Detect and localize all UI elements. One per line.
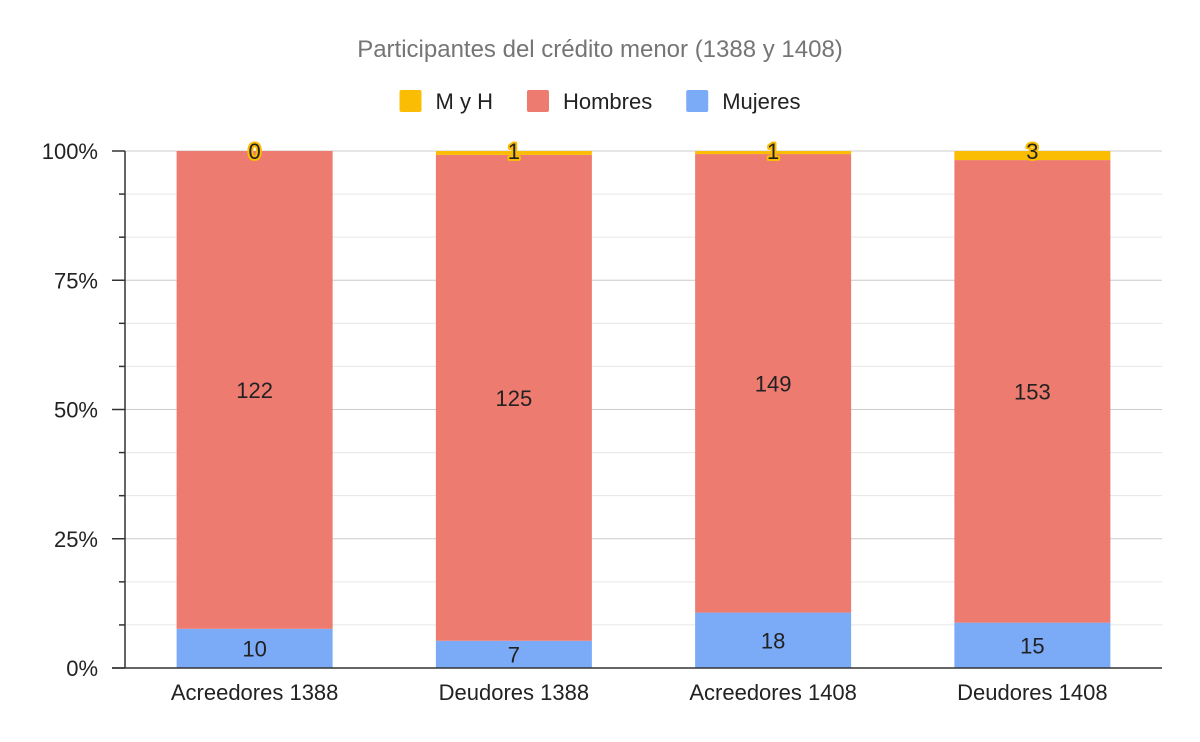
bar-segment-mujeres-acreedores-1388 [176,628,333,668]
legend-item-m-y-h: M y H [399,89,493,114]
legend-item-hombres: Hombres [526,89,652,114]
data-label-mujeres-deudores-1388: 7 [508,642,520,667]
x-tick-label-acreedores-1388: Acreedores 1388 [171,680,339,705]
bar-segment-mujeres-deudores-1408 [954,622,1111,668]
y-tick-label-0: 0% [66,656,98,681]
x-tick-label-deudores-1408: Deudores 1408 [957,680,1107,705]
bar-segment-m-y-h-acreedores-1408 [695,151,852,155]
axes: Acreedores 1388 Deudores 1388 Acreedores 1… [42,139,1162,705]
legend-label-hombres: Hombres [563,89,652,114]
bar-segment-m-y-h-deudores-1388 [435,151,592,155]
legend: M y H Hombres Mujeres [399,89,800,114]
legend-label-m-y-h: M y H [436,89,493,114]
legend-swatch-m-y-h [399,90,422,112]
data-label-mujeres-deudores-1408: 15 [1020,633,1044,658]
legend-label-mujeres: Mujeres [722,89,800,114]
bars [176,151,1111,668]
data-label-hombres-acreedores-1388: 122 [236,378,273,403]
data-label-mujeres-acreedores-1408: 18 [761,628,785,653]
chart-title: Participantes del crédito menor (1388 y … [357,36,843,63]
data-label-mujeres-acreedores-1388: 10 [242,636,266,661]
data-label-m-y-h-deudores-1408: 3 [1026,139,1038,164]
legend-item-mujeres: Mujeres [686,89,800,114]
x-tick-label-acreedores-1408: Acreedores 1408 [689,680,857,705]
y-tick-label-75: 75% [54,268,98,293]
y-tick-label-25: 25% [54,527,98,552]
data-label-hombres-deudores-1388: 125 [496,386,533,411]
data-label-hombres-acreedores-1408: 149 [755,371,792,396]
bar-segment-hombres-acreedores-1408 [695,154,852,613]
legend-swatch-mujeres [686,90,709,112]
bar-segment-mujeres-acreedores-1408 [695,612,852,668]
y-tick-label-100: 100% [42,139,98,164]
data-label-m-y-h-acreedores-1408: 1 [767,139,779,164]
data-label-hombres-deudores-1408: 153 [1014,379,1051,404]
bar-segment-m-y-h-deudores-1408 [954,151,1111,161]
legend-swatch-hombres [526,90,549,112]
data-label-m-y-h-acreedores-1388: 0 [249,139,261,164]
data-label-m-y-h-deudores-1388: 1 [508,139,520,164]
x-tick-label-deudores-1388: Deudores 1388 [439,680,589,705]
y-tick-label-50: 50% [54,398,98,423]
bar-segment-hombres-acreedores-1388 [176,151,333,629]
bar-segment-hombres-deudores-1408 [954,160,1111,623]
bar-segment-mujeres-deudores-1388 [435,640,592,668]
data-labels: 10 122 0 7 125 1 18 149 1 15 153 3 [236,137,1051,667]
bar-segment-hombres-deudores-1388 [435,154,592,641]
